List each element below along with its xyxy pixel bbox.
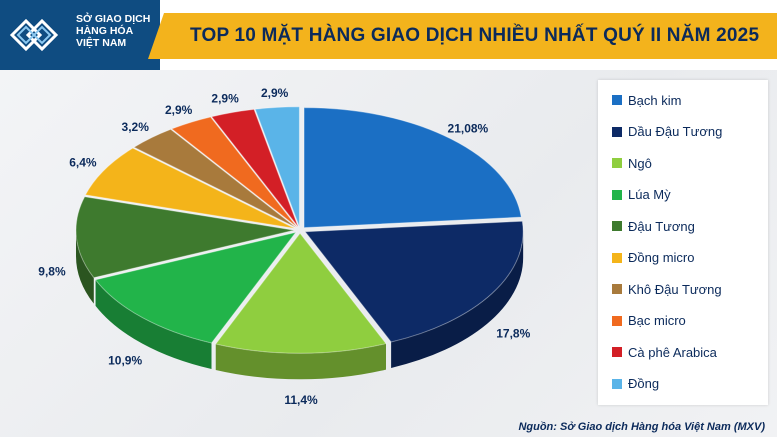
legend-label: Khô Đậu Tương bbox=[628, 281, 722, 297]
data-label-3: 10,9% bbox=[108, 353, 142, 367]
pie-slice-8 bbox=[210, 108, 299, 228]
legend-swatch bbox=[612, 378, 622, 389]
data-label-6: 3,2% bbox=[122, 120, 150, 134]
legend-item: Khô Đậu Tương bbox=[612, 279, 722, 299]
legend-label: Đồng bbox=[628, 376, 660, 391]
logo-text: SỞ GIAO DỊCH HÀNG HÓA VIỆT NAM bbox=[76, 13, 151, 49]
legend-item: Đồng micro bbox=[612, 248, 694, 268]
legend-label: Lúa Mỳ bbox=[628, 187, 671, 202]
legend-item: Cà phê Arabica bbox=[612, 342, 717, 362]
data-label-0: 21,08% bbox=[448, 121, 489, 135]
pie-slice-7 bbox=[170, 116, 298, 228]
legend-swatch bbox=[612, 315, 622, 326]
legend-swatch bbox=[612, 158, 622, 168]
legend-label: Ngô bbox=[628, 155, 652, 171]
pie-slice-1 bbox=[304, 220, 524, 343]
legend-swatch bbox=[612, 126, 622, 137]
legend-swatch bbox=[612, 189, 622, 200]
data-label-4: 9,8% bbox=[38, 265, 66, 279]
legend-label: Bạc micro bbox=[628, 313, 686, 328]
data-label-5: 6,4% bbox=[69, 156, 97, 170]
legend-label: Đậu Tương bbox=[628, 218, 695, 234]
title-band bbox=[148, 13, 777, 59]
chart-title: TOP 10 MẶT HÀNG GIAO DỊCH NHIỀU NHẤT QUÝ… bbox=[190, 25, 760, 46]
legend-item: Ngô bbox=[612, 153, 652, 173]
data-label-2: 11,4% bbox=[284, 393, 318, 407]
pie-side-4 bbox=[76, 230, 94, 304]
legend-swatch bbox=[612, 95, 622, 105]
pie-side-2 bbox=[215, 343, 386, 380]
legend-item: Đậu Tương bbox=[612, 216, 695, 236]
legend-label: Đồng micro bbox=[628, 250, 695, 265]
source-note: Nguồn: Sở Giao dịch Hàng hóa Việt Nam (M… bbox=[518, 421, 765, 433]
legend-item: Bạc micro bbox=[612, 311, 686, 331]
legend-item: Bạch kim bbox=[612, 90, 681, 110]
legend-label: Dầu Đậu Tương bbox=[628, 124, 723, 139]
legend-item: Dầu Đậu Tương bbox=[612, 122, 722, 142]
legend-swatch bbox=[612, 221, 622, 231]
data-label-7: 2,9% bbox=[165, 103, 193, 117]
legend-item: Lúa Mỳ bbox=[612, 185, 671, 205]
data-label-9: 2,9% bbox=[261, 86, 289, 100]
data-label-1: 17,8% bbox=[496, 326, 530, 340]
pie-slice-6 bbox=[133, 128, 297, 228]
legend-swatch bbox=[612, 252, 622, 263]
pie-slice-2 bbox=[214, 232, 387, 354]
legend-swatch bbox=[612, 347, 622, 357]
pie-side-3 bbox=[95, 279, 212, 370]
pie-slice-0 bbox=[303, 107, 522, 229]
pie-slice-9 bbox=[254, 106, 300, 227]
legend-label: Bạch kim bbox=[628, 92, 682, 108]
logo: SỞ GIAO DỊCH HÀNG HÓA VIỆT NAM bbox=[0, 0, 160, 70]
pie-side-1 bbox=[391, 231, 524, 368]
logo-mark-icon bbox=[9, 18, 59, 52]
pie-slice-3 bbox=[94, 231, 298, 344]
pie-chart: 21,08% 17,8% 11,4% 10,9% 9,8% 6,4% 3,2% 2,9% 2,9… bbox=[38, 86, 530, 407]
legend: Bạch kim Dầu Đậu Tương Ngô Lúa Mỳ Đậu Tương Đ… bbox=[598, 80, 768, 405]
legend-label: Cà phê Arabica bbox=[628, 344, 717, 360]
data-label-8: 2,9% bbox=[211, 92, 239, 106]
legend-item: Đồng bbox=[612, 374, 659, 394]
pie-slice-4 bbox=[75, 196, 295, 279]
pie-slice-5 bbox=[84, 147, 295, 229]
legend-swatch bbox=[612, 284, 622, 294]
